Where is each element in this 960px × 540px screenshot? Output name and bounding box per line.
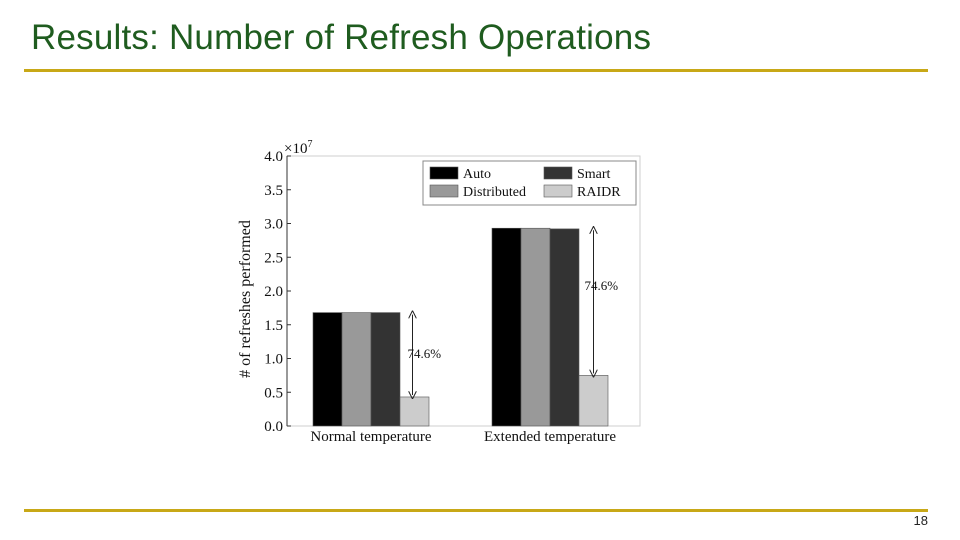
refresh-bar-chart: 0.0 0.5 1.0 1.5 2.0 2.5 3.0 3.5 4.0 Normal temper… [237,139,641,445]
bar-smart-normal [370,312,401,427]
bar-auto-extended [491,227,522,427]
slide-title: Results: Number of Refresh Operations [31,18,652,57]
bar-smart-extended [549,228,580,427]
bar-distributed-extended [520,227,551,427]
legend-swatch-raidr [543,184,573,198]
legend-box [422,160,637,206]
legend-label-distributed: Distributed [463,185,526,200]
y-tick-label: 3.0 [264,217,283,233]
y-tick-label: 2.5 [264,250,283,266]
bar-distributed-normal [341,312,372,427]
y-tick-label: 0.0 [264,419,283,435]
legend-label-auto: Auto [463,167,491,182]
page-number: 18 [913,513,928,528]
bar-raidr-normal [399,396,430,427]
bar-raidr-extended [578,375,609,427]
x-category-label: Normal temperature [310,429,432,445]
title-underline [24,69,928,72]
y-tick-label: 0.5 [264,385,283,401]
y-tick-label: 4.0 [264,149,283,165]
bar-auto-normal [312,312,343,427]
y-tick-label: 3.5 [264,183,283,199]
y-multiplier-exponent: 7 [307,139,312,150]
legend-swatch-distributed [429,184,459,198]
y-tick-label: 1.5 [264,318,283,334]
x-category-label: Extended temperature [484,429,616,445]
reduction-label: 74.6% [408,346,442,361]
y-tick-label: 1.0 [264,352,283,368]
footer-rule [24,509,928,512]
y-multiplier-label: ×107 [284,139,312,157]
legend-swatch-auto [429,166,459,180]
legend-label-smart: Smart [577,167,611,182]
legend-label-raidr: RAIDR [577,185,621,200]
y-axis-label: # of refreshes performed [237,220,254,378]
y-tick-label: 2.0 [264,284,283,300]
reduction-label: 74.6% [585,278,619,293]
legend-swatch-smart [543,166,573,180]
